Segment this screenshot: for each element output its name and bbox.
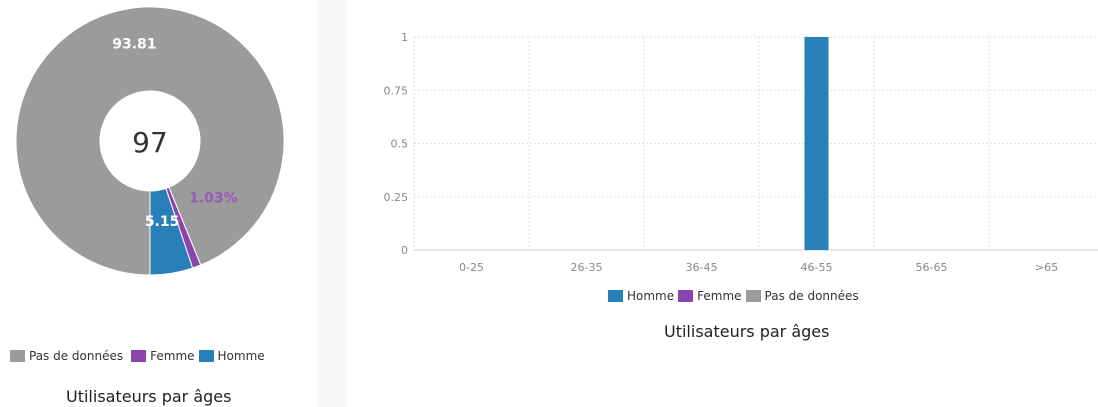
legend-label: Pas de données — [29, 349, 124, 363]
donut-center-value: 97 — [132, 126, 168, 159]
legend-swatch — [678, 290, 694, 302]
legend-item-femme[interactable]: Femme — [678, 289, 742, 303]
donut-chart-title: Utilisateurs par âges — [66, 387, 232, 406]
y-tick-label: 0.75 — [384, 84, 409, 97]
legend-swatch — [198, 350, 214, 362]
donut-chart-panel: 93.81 1.03% 5.15 97 Pas de données Femme Ho… — [0, 0, 318, 407]
x-tick-label: >65 — [1035, 261, 1058, 274]
legend-item-pas-de-donnees[interactable]: Pas de données — [745, 289, 859, 303]
legend-item-pas-de-donnees[interactable]: Pas de données — [10, 349, 123, 363]
legend-label: Homme — [627, 289, 675, 303]
x-tick-label: 0-25 — [459, 261, 484, 274]
panel-divider — [318, 0, 346, 407]
donut-legend: Pas de données Femme Homme — [10, 349, 269, 363]
legend-swatch — [131, 350, 147, 362]
donut-chart: 93.81 1.03% 5.15 97 — [15, 6, 285, 276]
pie-label-femme: 1.03% — [189, 190, 238, 206]
legend-swatch — [745, 290, 761, 302]
x-tick-label: 46-55 — [801, 261, 833, 274]
bar-legend: Homme Femme Pas de données — [608, 289, 863, 303]
bar-homme-46-55[interactable] — [804, 37, 829, 250]
legend-label: Homme — [217, 349, 265, 363]
legend-swatch — [608, 290, 623, 302]
y-tick-label: 0 — [401, 244, 408, 257]
legend-label: Femme — [150, 349, 195, 363]
legend-item-homme[interactable]: Homme — [198, 349, 265, 363]
legend-item-femme[interactable]: Femme — [131, 349, 195, 363]
legend-label: Femme — [697, 289, 742, 303]
bar-chart-title: Utilisateurs par âges — [664, 322, 830, 341]
y-tick-label: 0.25 — [384, 191, 409, 204]
x-tick-label: 36-45 — [686, 261, 718, 274]
x-tick-label: 56-65 — [916, 261, 948, 274]
legend-label: Pas de données — [764, 289, 859, 303]
bar-chart: 0 0.25 0.5 0.75 1 0-25 26-35 36-45 46-55 56-65 >65 — [384, 31, 1098, 274]
pie-label-pas-de-donnees: 93.81 — [112, 37, 156, 53]
y-tick-label: 1 — [401, 31, 408, 44]
pie-slice-homme[interactable] — [149, 187, 194, 276]
legend-item-homme[interactable]: Homme — [608, 289, 674, 303]
x-tick-label: 26-35 — [571, 261, 603, 274]
legend-swatch — [10, 350, 25, 362]
bar-chart-panel: 0 0.25 0.5 0.75 1 0-25 26-35 36-45 46-55 56-65 >65… — [346, 0, 1098, 407]
y-tick-label: 0.5 — [391, 138, 409, 151]
pie-label-homme: 5.15 — [145, 214, 180, 230]
pie-slice-pas-de-donnees[interactable] — [15, 6, 285, 276]
